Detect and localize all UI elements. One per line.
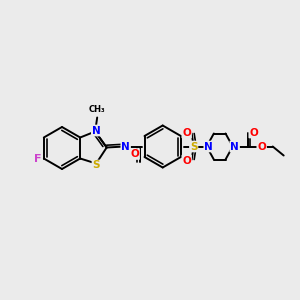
Text: O: O: [182, 128, 191, 137]
Text: F: F: [34, 154, 42, 164]
Text: O: O: [182, 155, 191, 166]
Text: O: O: [257, 142, 266, 152]
Text: O: O: [130, 149, 139, 159]
Text: N: N: [92, 125, 100, 136]
Text: O: O: [249, 128, 258, 137]
Text: N: N: [204, 142, 213, 152]
Text: CH₃: CH₃: [89, 106, 106, 115]
Text: S: S: [92, 160, 100, 170]
Text: N: N: [121, 142, 130, 152]
Text: N: N: [230, 142, 239, 152]
Text: S: S: [190, 142, 197, 152]
